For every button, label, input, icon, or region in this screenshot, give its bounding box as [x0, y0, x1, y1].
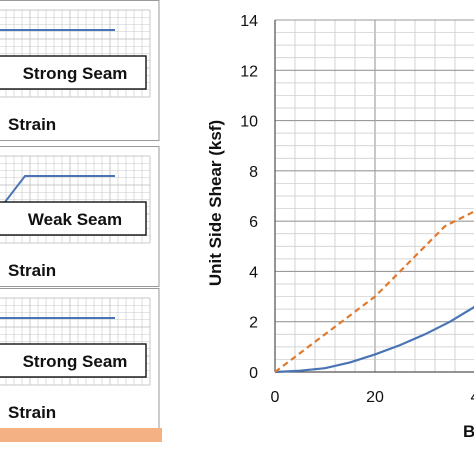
panel-label: Strong Seam	[23, 352, 128, 371]
panel-label-box	[0, 343, 147, 378]
panel-x-axis-label: Strain	[8, 115, 56, 134]
panel-3: Strong Seam Strain	[0, 288, 160, 429]
chart-grid	[274, 19, 474, 373]
series-line-2	[274, 210, 474, 373]
panel-x-axis-label: Strain	[8, 261, 56, 280]
chart-series	[274, 210, 474, 374]
y-axis-title: Unit Side Shear (ksf)	[206, 120, 225, 286]
x-tick-label: 20	[366, 389, 384, 406]
y-tick-label: 8	[249, 164, 258, 181]
panel-x-axis-label: Strain	[8, 403, 56, 422]
series-line-1	[274, 305, 474, 374]
y-tick-label: 0	[249, 365, 258, 382]
y-tick-label: 4	[249, 264, 258, 281]
side-shear-chart: 0 2 4 6 8 10 12 14 0 20 4 Unit Side Shear (ksf) B	[206, 13, 474, 441]
panel-label-box	[0, 201, 147, 236]
y-tick-label: 2	[249, 315, 258, 332]
x-tick-label: 4	[471, 389, 474, 406]
bottom-band	[0, 428, 162, 442]
panel-2: Weak Seam Strain	[0, 146, 160, 287]
y-tick-label: 14	[240, 13, 258, 30]
y-tick-label: 10	[240, 114, 258, 131]
panel-label-box	[0, 55, 147, 90]
x-tick-label: 0	[271, 389, 280, 406]
panel-1: Strong Seam Strain	[0, 0, 160, 141]
x-axis-title: B	[463, 422, 474, 441]
panel-label: Weak Seam	[28, 210, 122, 229]
y-tick-label: 12	[240, 63, 258, 80]
chart-ticks: 0 2 4 6 8 10 12 14 0 20 4	[240, 13, 474, 406]
y-tick-label: 6	[249, 214, 258, 231]
panel-label: Strong Seam	[23, 64, 128, 83]
